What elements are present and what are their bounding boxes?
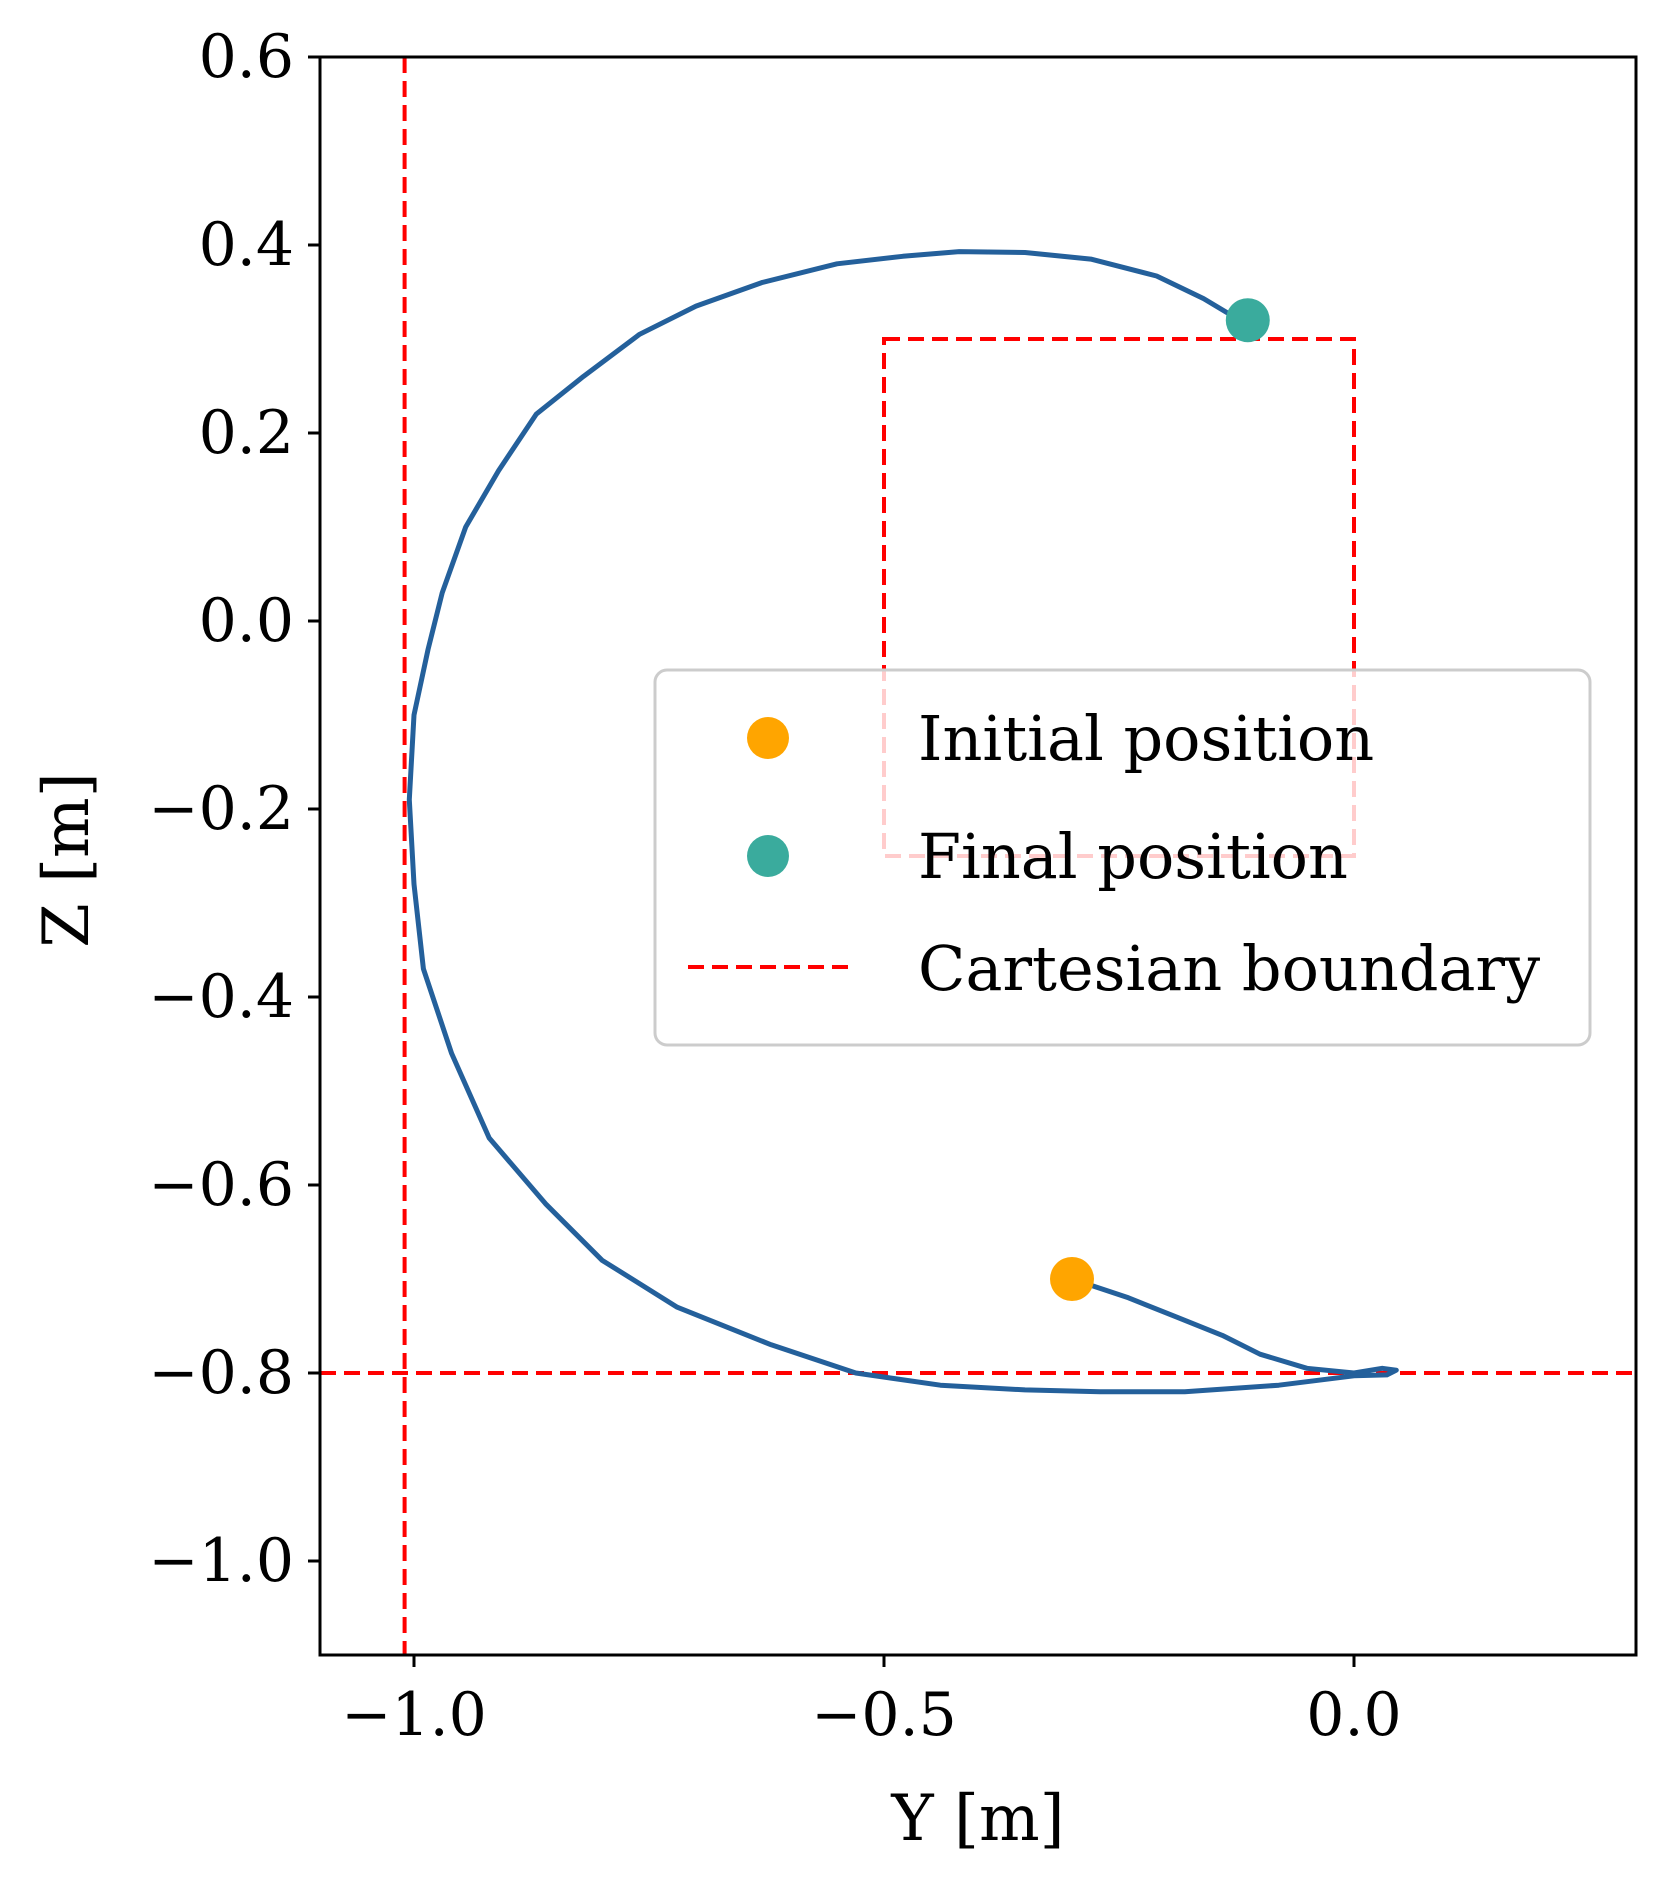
legend-marker-final <box>747 835 789 877</box>
x-tick-label: −0.5 <box>811 1680 957 1750</box>
plot-content <box>320 57 1636 1655</box>
legend: Initial position Final position Cartesia… <box>653 668 1592 1047</box>
boundary-box <box>882 337 1356 858</box>
x-axis: −1.0 −0.5 0.0 <box>341 1655 1402 1750</box>
final-position-marker <box>1225 298 1270 343</box>
y-tick-label: −0.6 <box>148 1150 294 1220</box>
y-tick-label: −0.4 <box>148 962 294 1032</box>
y-tick-label: 0.0 <box>199 586 294 656</box>
y-tick-label: −0.2 <box>148 774 294 844</box>
legend-label-initial: Initial position <box>918 702 1374 775</box>
legend-label-final: Final position <box>918 820 1348 893</box>
x-tick-label: −1.0 <box>341 1680 487 1750</box>
legend-label-boundary: Cartesian boundary <box>918 932 1540 1005</box>
y-tick-label: 0.2 <box>199 398 294 468</box>
y-axis-label: Z [m] <box>30 772 104 947</box>
y-tick-label: 0.4 <box>199 210 294 280</box>
x-tick-label: 0.0 <box>1306 1680 1401 1750</box>
y-tick-label: −0.8 <box>148 1338 294 1408</box>
trajectory-line <box>406 249 1399 1395</box>
plot-frame <box>318 55 1638 1657</box>
legend-box <box>653 668 1592 1047</box>
y-tick-label: 0.6 <box>199 22 294 92</box>
y-axis: 0.6 0.4 0.2 0.0 −0.2 −0.4 −0.6 −0.8 −1.0 <box>148 22 320 1596</box>
legend-marker-initial <box>747 717 789 759</box>
y-tick-label: −1.0 <box>148 1526 294 1596</box>
initial-position-marker <box>1050 1257 1094 1301</box>
x-axis-label: Y [m] <box>890 1782 1064 1856</box>
